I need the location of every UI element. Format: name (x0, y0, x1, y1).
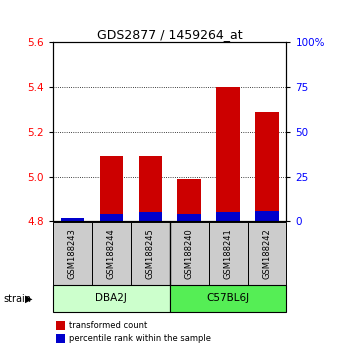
Text: GSM188240: GSM188240 (184, 228, 194, 279)
Text: percentile rank within the sample: percentile rank within the sample (69, 334, 210, 343)
FancyBboxPatch shape (131, 222, 170, 285)
Text: DBA2J: DBA2J (95, 293, 127, 303)
Text: strain: strain (3, 294, 31, 304)
Bar (255, 211, 279, 221)
Bar (138, 156, 162, 221)
Text: GSM188245: GSM188245 (146, 228, 155, 279)
FancyBboxPatch shape (53, 285, 170, 312)
Text: GSM188243: GSM188243 (68, 228, 77, 279)
FancyBboxPatch shape (170, 285, 286, 312)
Text: C57BL6J: C57BL6J (207, 293, 250, 303)
Bar (61, 218, 84, 221)
Bar (138, 212, 162, 221)
Bar (100, 214, 123, 221)
Text: transformed count: transformed count (69, 321, 147, 330)
Text: ▶: ▶ (25, 294, 32, 304)
Bar (217, 87, 240, 221)
Text: GSM188241: GSM188241 (224, 228, 233, 279)
FancyBboxPatch shape (248, 222, 286, 285)
Bar (255, 112, 279, 221)
FancyBboxPatch shape (92, 222, 131, 285)
FancyBboxPatch shape (209, 222, 248, 285)
Bar (217, 212, 240, 221)
FancyBboxPatch shape (53, 222, 92, 285)
Text: GSM188242: GSM188242 (263, 228, 271, 279)
Bar (177, 179, 201, 221)
Title: GDS2877 / 1459264_at: GDS2877 / 1459264_at (97, 28, 242, 41)
Text: GSM188244: GSM188244 (107, 228, 116, 279)
FancyBboxPatch shape (170, 222, 209, 285)
Bar (61, 219, 84, 221)
Bar (177, 214, 201, 221)
Bar (100, 156, 123, 221)
